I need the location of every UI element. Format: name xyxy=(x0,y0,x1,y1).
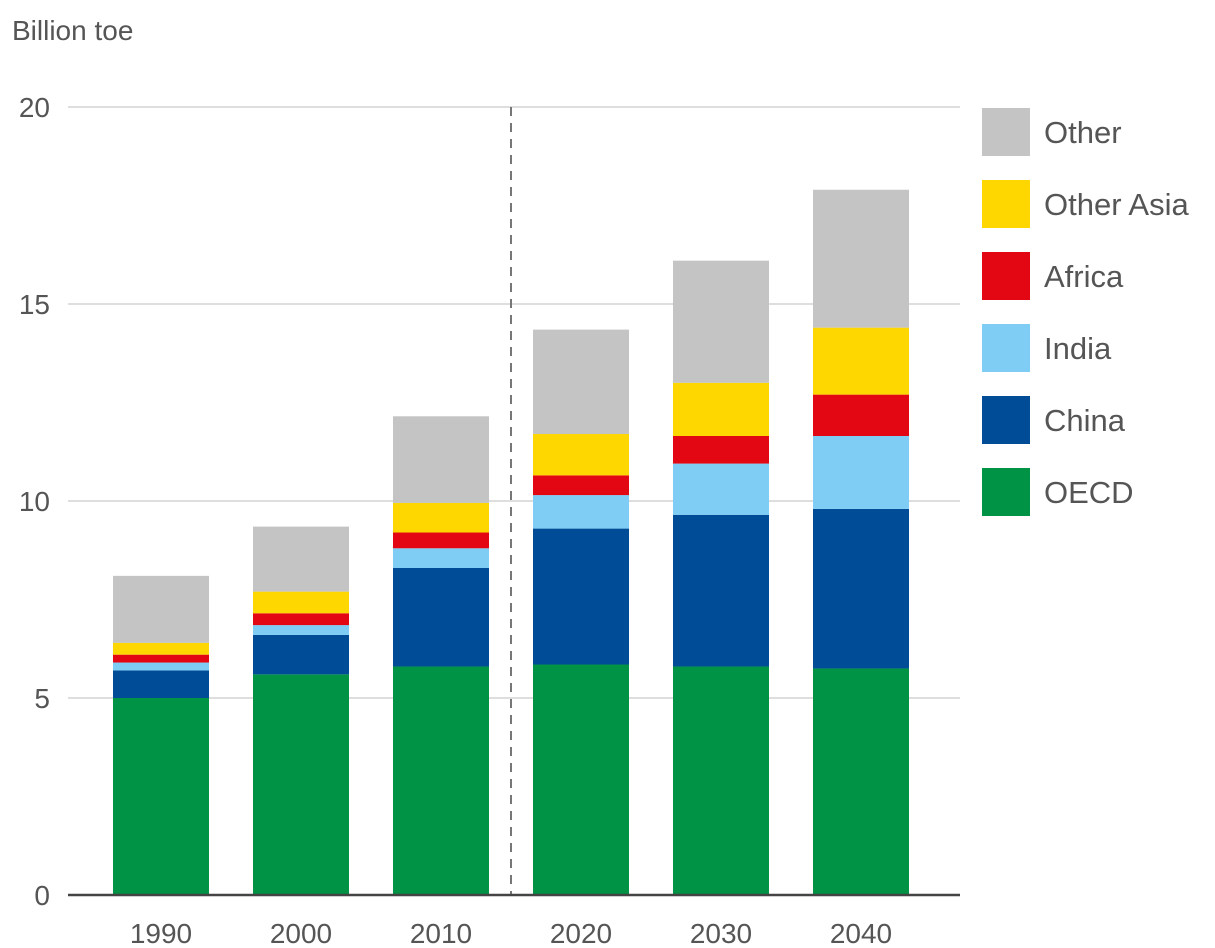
bar-segment xyxy=(113,642,209,655)
bar-segment xyxy=(393,532,489,549)
bar-segment xyxy=(253,625,349,635)
bar-segment xyxy=(113,575,209,643)
x-tick-label: 2040 xyxy=(830,918,892,948)
bar-segment xyxy=(253,613,349,626)
bar-segment xyxy=(813,189,909,328)
bar-segment xyxy=(113,662,209,671)
x-tick-label: 2000 xyxy=(270,918,332,948)
legend-label: Other xyxy=(1044,115,1122,150)
bars xyxy=(113,189,909,895)
legend-swatch xyxy=(982,252,1030,300)
legend: Other Other Asia Africa India China OECD xyxy=(982,108,1189,516)
bar-segment xyxy=(393,502,489,533)
x-tick-label: 1990 xyxy=(130,918,192,948)
bar-segment xyxy=(393,567,489,667)
bar-segment xyxy=(113,670,209,698)
bar-segment xyxy=(533,475,629,496)
bar-segment xyxy=(813,327,909,395)
legend-swatch xyxy=(982,468,1030,516)
legend-label: Other Asia xyxy=(1044,187,1189,222)
legend-label: India xyxy=(1044,331,1112,366)
x-tick-label: 2030 xyxy=(690,918,752,948)
x-tick-label: 2010 xyxy=(410,918,472,948)
legend-swatch xyxy=(982,108,1030,156)
legend-label: China xyxy=(1044,403,1126,438)
legend-swatch xyxy=(982,396,1030,444)
y-tick-label: 15 xyxy=(19,289,50,320)
bar-segment xyxy=(113,698,209,895)
y-tick-label: 0 xyxy=(34,880,50,911)
x-axis-ticks: 1990 2000 2010 2020 2030 2040 xyxy=(130,918,892,948)
legend-label: Africa xyxy=(1044,259,1124,294)
bar-segment xyxy=(673,514,769,667)
bar-segment xyxy=(673,435,769,464)
bar-segment xyxy=(673,382,769,436)
gridlines xyxy=(68,106,960,699)
y-tick-label: 5 xyxy=(34,683,50,714)
bar-segment xyxy=(393,548,489,568)
bar-segment xyxy=(253,591,349,614)
bar-segment xyxy=(533,434,629,476)
bar-segment xyxy=(673,463,769,515)
bar-segment xyxy=(813,394,909,436)
bar-segment xyxy=(533,495,629,529)
bar-segment xyxy=(253,526,349,592)
bar-segment xyxy=(393,416,489,503)
legend-swatch xyxy=(982,180,1030,228)
legend-label: OECD xyxy=(1044,475,1134,510)
bar-segment xyxy=(393,666,489,895)
y-axis-unit-label: Billion toe xyxy=(12,15,133,46)
bar-segment xyxy=(113,654,209,663)
bar-segment xyxy=(673,666,769,895)
y-tick-label: 10 xyxy=(19,486,50,517)
y-axis-ticks: 0 5 10 15 20 xyxy=(19,92,50,911)
bar-segment xyxy=(533,664,629,895)
x-tick-label: 2020 xyxy=(550,918,612,948)
bar-segment xyxy=(253,674,349,895)
bar-segment xyxy=(533,528,629,665)
bar-segment xyxy=(813,668,909,895)
bar-segment xyxy=(253,634,349,675)
bar-segment xyxy=(813,508,909,669)
bar-segment xyxy=(813,435,909,509)
bar-segment xyxy=(533,329,629,435)
legend-swatch xyxy=(982,324,1030,372)
bar-segment xyxy=(673,260,769,383)
y-tick-label: 20 xyxy=(19,92,50,123)
